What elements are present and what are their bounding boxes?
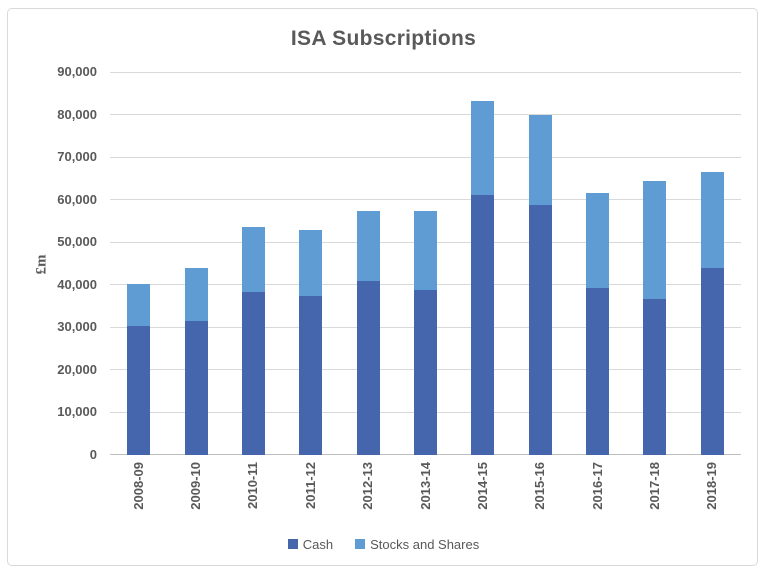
y-tick-label-60,000: 60,000 — [57, 191, 97, 207]
legend-item-stocks-and-shares: Stocks and Shares — [355, 537, 479, 552]
bar-segment-cash-2013-14 — [414, 289, 437, 455]
y-tick-label-0: 0 — [89, 447, 97, 462]
y-tick-label-10,000: 10,000 — [57, 404, 97, 420]
y-tick-label-20,000: 20,000 — [57, 361, 97, 377]
legend-label-cash: Cash — [302, 536, 334, 552]
y-tick-label-90,000: 90,000 — [57, 64, 97, 79]
x-tick-label-2018-19: 2018-19 — [704, 462, 720, 510]
gridline-60,000 — [110, 199, 741, 201]
bar-segment-stocks-and-shares-2018-19 — [700, 171, 724, 268]
y-tick-label-80,000: 80,000 — [57, 106, 97, 122]
legend-label-stocks-and-shares: Stocks and Shares — [370, 536, 480, 552]
bar-segment-stocks-and-shares-2014-15 — [471, 100, 495, 196]
x-tick-label-2010-11: 2010-11 — [245, 462, 261, 509]
chart-title: ISA Subscriptions — [290, 27, 477, 50]
bar-segment-cash-2016-17 — [586, 288, 610, 455]
bar-segment-cash-2009-10 — [184, 320, 208, 455]
gridline-80,000 — [110, 114, 741, 116]
x-tick-label-2013-14: 2013-14 — [417, 462, 433, 510]
bar-segment-cash-2008-09 — [127, 325, 151, 455]
bar-segment-cash-2015-16 — [528, 204, 552, 455]
bar-segment-cash-2010-11 — [241, 292, 265, 455]
bar-segment-stocks-and-shares-2016-17 — [586, 193, 610, 289]
y-tick-label-40,000: 40,000 — [57, 276, 97, 292]
bar-segment-stocks-and-shares-2011-12 — [299, 230, 323, 297]
bar-segment-stocks-and-shares-2015-16 — [528, 114, 552, 205]
bar-segment-cash-2014-15 — [471, 195, 495, 455]
x-tick-label-2015-16: 2015-16 — [532, 462, 548, 510]
bar-segment-cash-2018-19 — [700, 267, 724, 455]
x-tick-label-2014-15: 2014-15 — [474, 462, 490, 510]
legend-swatch-cash-icon — [287, 539, 298, 549]
legend: Cash Stocks and Shares — [0, 535, 767, 553]
bar-segment-cash-2011-12 — [299, 296, 323, 455]
x-tick-label-2011-12: 2011-12 — [302, 462, 318, 509]
bar-segment-stocks-and-shares-2013-14 — [414, 211, 437, 290]
legend-item-cash: Cash — [287, 536, 334, 552]
bar-segment-cash-2012-13 — [356, 280, 380, 455]
x-tick-label-2017-18: 2017-18 — [646, 462, 662, 510]
gridline-90,000 — [110, 71, 741, 73]
bar-segment-stocks-and-shares-2010-11 — [241, 226, 265, 293]
bar-segment-stocks-and-shares-2017-18 — [643, 180, 667, 299]
y-tick-label-70,000: 70,000 — [57, 149, 97, 165]
x-tick-label-2012-13: 2012-13 — [360, 462, 376, 510]
bar-segment-stocks-and-shares-2008-09 — [127, 284, 151, 326]
x-tick-label-2016-17: 2016-17 — [589, 462, 605, 510]
y-tick-label-30,000: 30,000 — [57, 319, 97, 335]
bar-segment-cash-2017-18 — [643, 298, 667, 455]
y-tick-label-50,000: 50,000 — [57, 234, 97, 250]
plot-area — [110, 71, 741, 455]
gridline-70,000 — [110, 156, 741, 158]
x-tick-label-2008-09: 2008-09 — [130, 462, 146, 510]
x-tick-label-2009-10: 2009-10 — [188, 462, 204, 510]
bar-segment-stocks-and-shares-2009-10 — [184, 268, 208, 321]
legend-swatch-stocks-and-shares-icon — [355, 539, 366, 549]
bar-segment-stocks-and-shares-2012-13 — [356, 210, 380, 281]
